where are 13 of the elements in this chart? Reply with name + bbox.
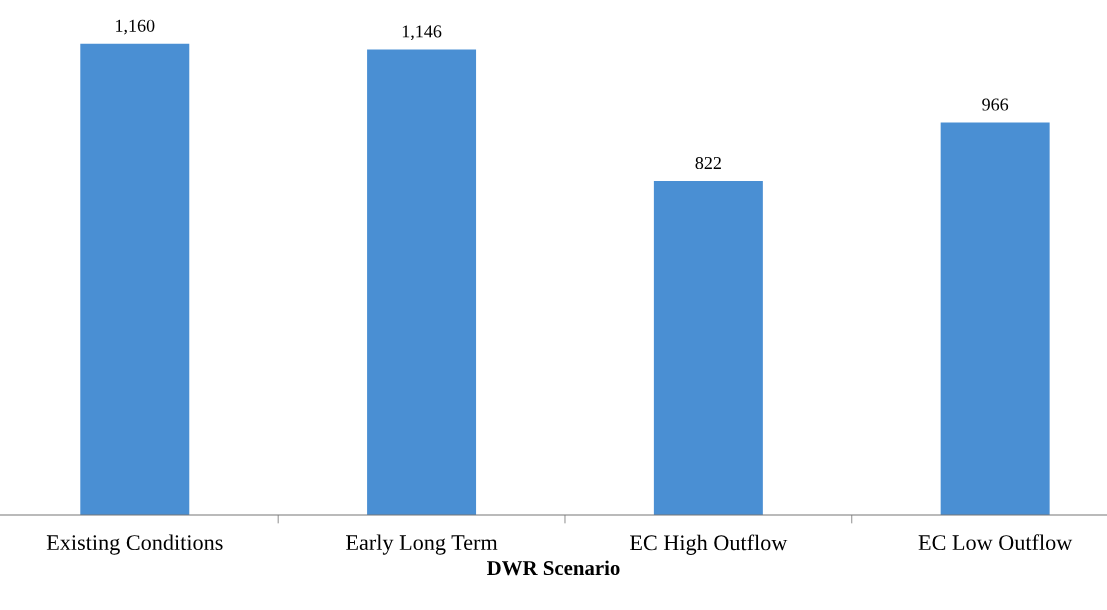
x-tick-label: Early Long Term [346,534,498,555]
data-label: 966 [982,98,1009,111]
data-label: 1,146 [402,25,442,41]
data-label: 1,160 [116,19,155,35]
bar [940,122,1050,515]
x-tick-label: EC High Outflow [630,534,788,555]
bar [80,43,190,515]
bar [367,49,477,515]
x-tick-label: Existing Conditions [46,534,223,555]
bar [653,181,763,515]
data-label: 822 [695,156,721,170]
x-tick-label: EC Low Outflow [918,534,1073,551]
x-axis-title: DWR Scenario [487,560,620,576]
